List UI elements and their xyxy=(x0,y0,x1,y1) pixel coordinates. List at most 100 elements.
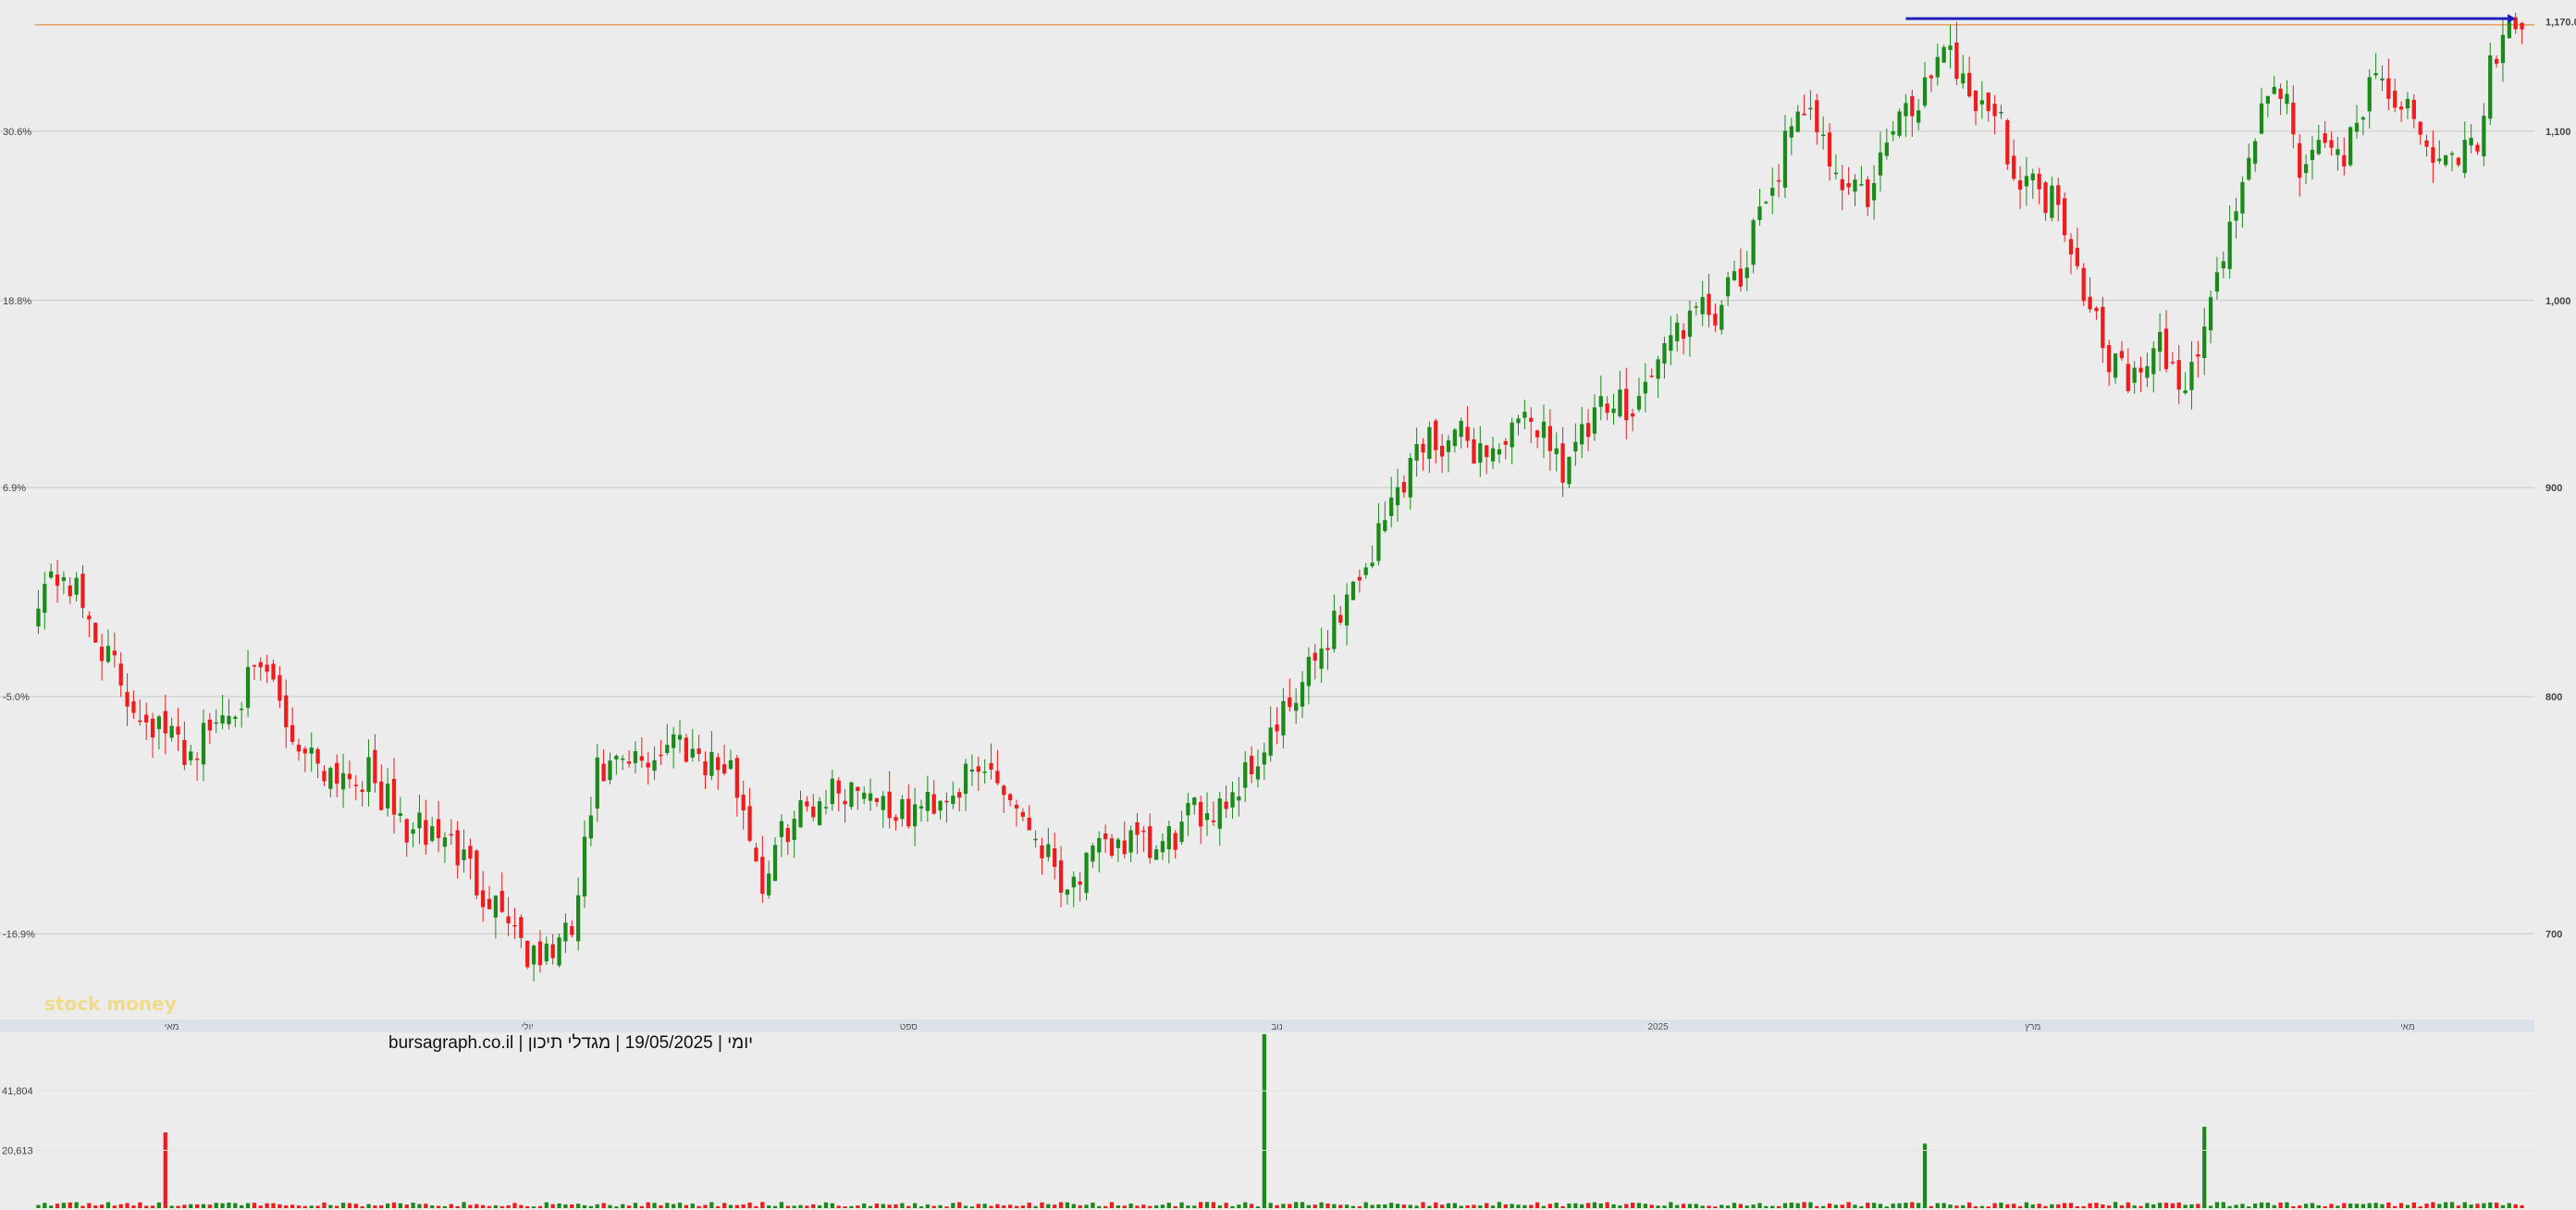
volume-bar xyxy=(1821,1205,1826,1208)
candle-body xyxy=(576,895,581,942)
volume-bar xyxy=(1999,1202,2003,1208)
candle-body xyxy=(1217,798,1222,829)
candle-body xyxy=(398,813,403,816)
candle-body xyxy=(1472,438,1476,464)
candle-body xyxy=(938,800,943,811)
candle-body xyxy=(2227,221,2232,269)
candle-body xyxy=(2017,179,2023,190)
candle-body xyxy=(1917,110,1921,123)
candle-body xyxy=(1973,91,1978,112)
candle-body xyxy=(302,748,307,754)
volume-bar xyxy=(284,1205,289,1208)
volume-bar xyxy=(2132,1205,2137,1208)
price-tick-label: 1,000 xyxy=(2545,296,2571,307)
candle-body xyxy=(1547,426,1552,451)
candle-body xyxy=(2234,211,2238,221)
volume-bar xyxy=(1300,1202,1305,1208)
volume-bar xyxy=(1643,1204,1648,1208)
candle-body xyxy=(2170,362,2175,364)
volume-bar xyxy=(1795,1203,1800,1208)
volume-bar xyxy=(2247,1206,2251,1208)
candle-body xyxy=(1452,429,1457,447)
candle-body xyxy=(1294,702,1299,711)
candle-body xyxy=(887,791,892,819)
candle-body xyxy=(2298,142,2302,179)
volume-bar xyxy=(335,1205,339,1208)
candle-body xyxy=(2285,93,2289,105)
candle-body xyxy=(1109,838,1115,857)
volume-bar xyxy=(258,1205,263,1208)
candle-body xyxy=(633,751,638,763)
candle-body xyxy=(265,664,269,673)
candle-body xyxy=(360,789,364,793)
candle-body xyxy=(1567,456,1571,485)
candle-body xyxy=(1649,376,1654,377)
candle-body xyxy=(1866,179,1870,207)
volume-bar xyxy=(2012,1204,2016,1208)
candle-body xyxy=(2386,78,2391,99)
candle-body xyxy=(309,747,314,754)
volume-bar xyxy=(131,1205,136,1208)
price-tick-label: 900 xyxy=(2545,483,2562,494)
watermark-logo: stock money xyxy=(44,993,177,1015)
volume-bar xyxy=(493,1204,499,1208)
volume-bar xyxy=(1871,1203,1877,1208)
candle-body xyxy=(1904,103,1908,117)
candle-body xyxy=(1071,876,1076,888)
candle-body xyxy=(1141,830,1146,833)
candle-body xyxy=(772,845,778,882)
volume-bar xyxy=(2151,1204,2156,1208)
volume-bar xyxy=(2329,1204,2334,1208)
candle-body xyxy=(2272,86,2276,94)
candle-body xyxy=(1192,797,1197,806)
candle-body xyxy=(957,792,962,798)
volume-bar xyxy=(240,1204,244,1208)
volume-bar xyxy=(277,1204,282,1208)
candle-body xyxy=(2475,144,2480,152)
time-axis-band xyxy=(0,1019,2534,1032)
candle-body xyxy=(696,748,701,754)
volume-bar xyxy=(944,1206,949,1208)
candle-body xyxy=(2176,360,2181,390)
candle-body xyxy=(1166,826,1171,850)
candle-body xyxy=(2482,116,2486,157)
volume-bar xyxy=(1554,1203,1559,1208)
candle-body xyxy=(976,766,980,772)
price-tick-label: 700 xyxy=(2545,929,2562,940)
candle-body xyxy=(951,795,955,805)
candle-body xyxy=(2113,353,2118,378)
volume-bar xyxy=(487,1205,492,1208)
candle-body xyxy=(665,745,670,753)
candle-body xyxy=(1357,576,1362,581)
volume-bar xyxy=(672,1204,676,1208)
volume-bar xyxy=(1275,1204,1279,1208)
candle-body xyxy=(2291,102,2296,135)
candle-body xyxy=(138,720,142,722)
volume-bar xyxy=(1973,1205,1978,1208)
candle-body xyxy=(1053,848,1057,867)
candle-body xyxy=(1636,396,1642,410)
candle-body xyxy=(373,749,377,784)
volume-bar xyxy=(2259,1202,2264,1208)
volume-bar xyxy=(544,1202,548,1208)
volume-bar xyxy=(1510,1204,1514,1208)
candle-body xyxy=(1541,421,1547,438)
candle-body xyxy=(1211,820,1216,822)
candle-body xyxy=(2075,247,2079,266)
candle-body xyxy=(1033,838,1038,841)
candle-body xyxy=(684,737,689,762)
volume-bar xyxy=(252,1203,257,1208)
candle-body xyxy=(1255,766,1261,780)
volume-bar xyxy=(373,1205,377,1208)
candle-body xyxy=(2513,17,2518,30)
volume-bar xyxy=(118,1204,123,1208)
candle-body xyxy=(2126,364,2130,391)
candle-body xyxy=(721,764,727,774)
volume-bar xyxy=(1738,1204,1744,1208)
volume-bar xyxy=(1497,1202,1502,1208)
candle-body xyxy=(1948,45,1953,50)
volume-bar xyxy=(1897,1203,1902,1208)
volume-bar xyxy=(353,1204,358,1208)
price-grid xyxy=(0,130,2534,934)
volume-bar xyxy=(2113,1202,2118,1208)
